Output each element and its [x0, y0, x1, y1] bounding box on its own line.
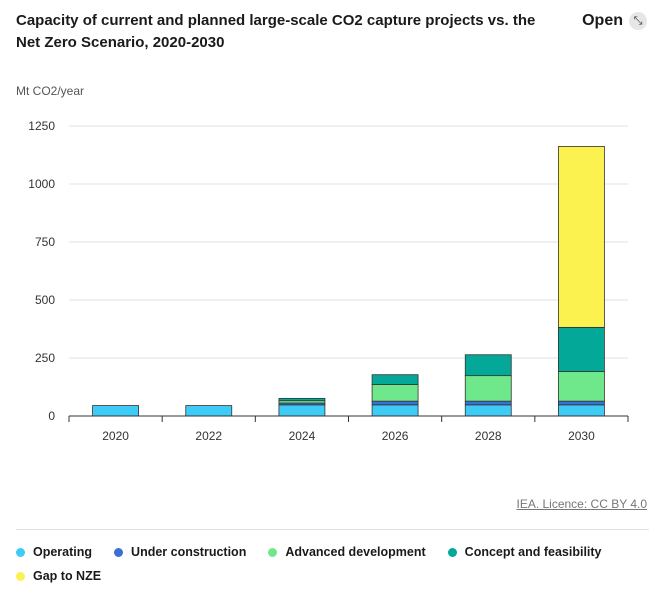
- legend-label: Operating: [33, 545, 93, 559]
- chart-title: Capacity of current and planned large-sc…: [16, 12, 536, 51]
- y-tick-label-250: 250: [35, 351, 55, 365]
- y-tick-label-1000: 1000: [28, 177, 55, 191]
- bar-2028-under-construction: [464, 400, 512, 406]
- x-tick-label-2022: 2022: [195, 429, 222, 443]
- legend-label: Advanced development: [285, 545, 426, 559]
- legend-divider: [16, 529, 649, 530]
- chart-legend: Operating Under construction Advanced deve…: [16, 545, 656, 583]
- legend-item-gap-to-nze[interactable]: Gap to NZE: [16, 569, 101, 583]
- source-link[interactable]: IEA. Licence: CC BY 4.0: [516, 497, 647, 511]
- expand-arrow-icon: ⤡: [629, 12, 647, 30]
- bar-2030-gap-to-nze: [558, 146, 605, 328]
- x-tick-label-2024: 2024: [289, 429, 316, 443]
- legend-swatch: [16, 547, 25, 557]
- bar-2024-concept-and-feasibility: [278, 397, 326, 402]
- legend-swatch: [114, 547, 124, 557]
- y-axis-unit-label: Mt CO2/year: [16, 84, 85, 98]
- legend-swatch: [16, 571, 25, 581]
- open-button[interactable]: Open ⤡: [582, 12, 647, 30]
- y-tick-label-500: 500: [35, 293, 55, 307]
- bar-2026-under-construction: [371, 400, 419, 406]
- bar-2030-under-construction: [558, 400, 605, 406]
- x-tick-label-2026: 2026: [382, 429, 409, 443]
- bar-2026-concept-and-feasibility: [371, 374, 419, 385]
- bar-2026-operating: [371, 404, 419, 417]
- bar-2028-concept-and-feasibility: [464, 354, 512, 377]
- bar-2028-operating: [464, 404, 512, 417]
- bar-2024-operating: [278, 404, 326, 417]
- bar-2030-operating: [558, 404, 605, 417]
- legend-label: Under construction: [131, 545, 247, 559]
- x-tick-label-2028: 2028: [475, 429, 502, 443]
- legend-item-advanced-development[interactable]: Advanced development: [268, 545, 426, 559]
- legend-swatch: [268, 547, 278, 557]
- bar-2030-concept-and-feasibility: [558, 326, 605, 372]
- y-tick-label-1250: 1250: [28, 119, 55, 133]
- bar-2030-advanced-development: [558, 371, 605, 402]
- open-label: Open: [582, 12, 623, 29]
- y-tick-label-750: 750: [35, 235, 55, 249]
- x-tick-label-2030: 2030: [568, 429, 595, 443]
- stacked-bar-chart: 0 250 500 750 1000 1250 2020 2022 2024 2026 2028 20…: [28, 119, 629, 443]
- bar-2026-advanced-development: [371, 384, 419, 402]
- legend-item-concept-and-feasibility[interactable]: Concept and feasibility: [447, 545, 602, 559]
- x-tick-label-2020: 2020: [102, 429, 129, 443]
- legend-item-operating[interactable]: Operating: [16, 545, 92, 559]
- legend-item-under-construction[interactable]: Under construction: [114, 545, 246, 559]
- legend-swatch: [447, 547, 457, 557]
- y-tick-label-0: 0: [48, 409, 55, 423]
- legend-label: Concept and feasibility: [464, 545, 602, 559]
- bar-2020-operating: [92, 405, 139, 417]
- bar-2022-operating: [185, 405, 233, 417]
- bar-2028-advanced-development: [464, 375, 512, 402]
- legend-label: Gap to NZE: [33, 569, 102, 583]
